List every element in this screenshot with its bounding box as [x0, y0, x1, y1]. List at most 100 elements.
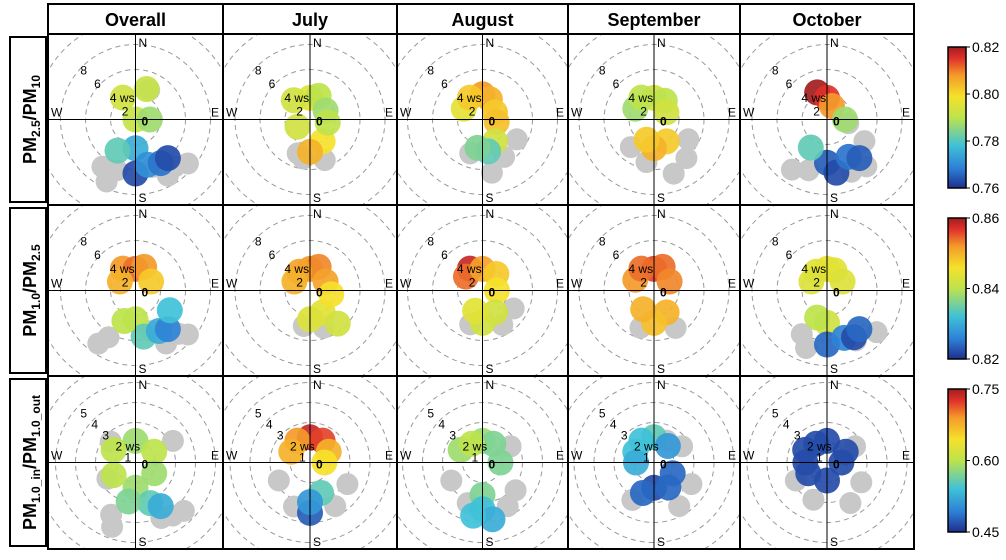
direction-east: E	[728, 277, 736, 291]
radial-label: 0	[316, 115, 323, 129]
radial-label: 2 ws	[634, 439, 659, 453]
radial-label: 3	[277, 428, 284, 442]
radial-label: 4 ws	[457, 262, 482, 276]
row-label-part: /PM	[20, 437, 40, 469]
row-label-box	[9, 36, 47, 203]
direction-east: E	[385, 277, 393, 291]
no-data-cell	[662, 162, 685, 185]
direction-east: E	[211, 449, 219, 463]
radial-label: 2	[122, 276, 129, 290]
data-cell	[458, 430, 485, 457]
direction-south: S	[313, 191, 321, 205]
row-label: PM1.0/PM2.5	[20, 244, 43, 337]
data-cell	[156, 297, 183, 324]
no-data-cell	[839, 492, 862, 515]
panel-plot-area	[741, 377, 913, 548]
radial-label: 4	[266, 417, 273, 431]
direction-south: S	[830, 362, 838, 376]
direction-south: S	[139, 191, 147, 205]
radial-label: 8	[772, 63, 779, 77]
data-cell	[460, 502, 487, 529]
panel-plot-area	[224, 35, 396, 204]
no-data-cell	[480, 161, 503, 184]
direction-east: E	[211, 277, 219, 291]
direction-west: W	[571, 277, 583, 291]
no-data-cell	[176, 323, 199, 346]
no-data-cell	[850, 471, 873, 494]
panel-plot-area	[224, 206, 396, 375]
data-cell	[633, 126, 660, 153]
data-cell	[100, 462, 127, 489]
row-label-part: PM	[20, 310, 40, 337]
radial-label: 5	[255, 406, 262, 420]
radial-label: 8	[599, 63, 606, 77]
no-data-cell	[87, 332, 110, 355]
row-label-part: /PM	[20, 88, 40, 120]
radial-label: 4 ws	[628, 91, 653, 105]
radial-label: 8	[427, 234, 434, 248]
radial-label: 0	[316, 458, 323, 472]
colorbar-row1	[947, 46, 967, 189]
direction-north: N	[657, 378, 666, 392]
data-cell	[656, 268, 683, 295]
radial-label: 2 ws	[115, 439, 140, 453]
no-data-cell	[802, 488, 825, 511]
direction-north: N	[486, 207, 495, 221]
data-cell	[141, 460, 168, 487]
radial-label: 1	[816, 450, 823, 464]
data-cell	[106, 268, 133, 295]
data-cell	[654, 432, 681, 459]
direction-south: S	[313, 362, 321, 376]
direction-north: N	[486, 36, 495, 50]
row-label-part: 10	[29, 75, 43, 89]
data-cell	[318, 281, 345, 308]
radial-label: 6	[269, 77, 276, 91]
direction-south: S	[486, 362, 494, 376]
radial-label: 4 ws	[284, 91, 309, 105]
colorbar-row3	[947, 388, 967, 533]
radial-label: 2	[469, 276, 476, 290]
data-cell	[104, 137, 131, 164]
data-cell	[795, 460, 822, 487]
radial-label: 0	[660, 115, 667, 129]
direction-east: E	[902, 277, 910, 291]
panel-plot-area	[49, 377, 222, 548]
direction-south: S	[486, 535, 494, 549]
radial-label: 5	[427, 406, 434, 420]
no-data-cell	[101, 515, 124, 538]
direction-east: E	[902, 106, 910, 120]
direction-north: N	[313, 207, 322, 221]
direction-west: W	[226, 449, 238, 463]
direction-west: W	[743, 449, 755, 463]
direction-north: N	[830, 378, 839, 392]
radial-label: 1	[124, 450, 131, 464]
radial-label: 5	[80, 406, 87, 420]
radial-label: 2 ws	[290, 439, 315, 453]
direction-west: W	[400, 277, 412, 291]
column-header-august: August	[452, 10, 514, 30]
direction-west: W	[743, 277, 755, 291]
radial-label: 4 ws	[457, 91, 482, 105]
data-cell	[804, 304, 831, 331]
direction-east: E	[728, 106, 736, 120]
radial-label: 6	[269, 248, 276, 262]
data-cell	[846, 316, 873, 343]
direction-west: W	[226, 106, 238, 120]
panel-plot-area	[741, 206, 913, 375]
radial-label: 2	[640, 105, 647, 119]
direction-east: E	[385, 449, 393, 463]
direction-east: E	[385, 106, 393, 120]
row-label: PM1.0_in/PM1.0_out	[20, 395, 43, 530]
row-label-part: PM	[20, 137, 40, 164]
direction-south: S	[830, 535, 838, 549]
radial-label: 6	[441, 77, 448, 91]
colorbar-tick-label: 0.60	[972, 453, 999, 469]
data-cell	[483, 109, 510, 136]
data-cell	[314, 109, 341, 136]
data-cell	[630, 296, 657, 323]
radial-label: 6	[441, 248, 448, 262]
